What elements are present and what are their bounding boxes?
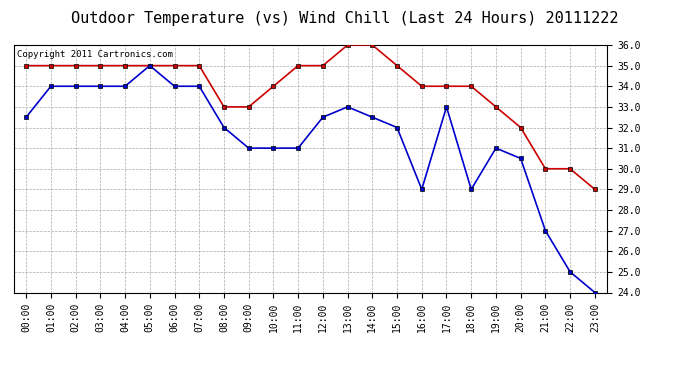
Text: Copyright 2011 Cartronics.com: Copyright 2011 Cartronics.com — [17, 50, 172, 59]
Text: Outdoor Temperature (vs) Wind Chill (Last 24 Hours) 20111222: Outdoor Temperature (vs) Wind Chill (Las… — [71, 11, 619, 26]
